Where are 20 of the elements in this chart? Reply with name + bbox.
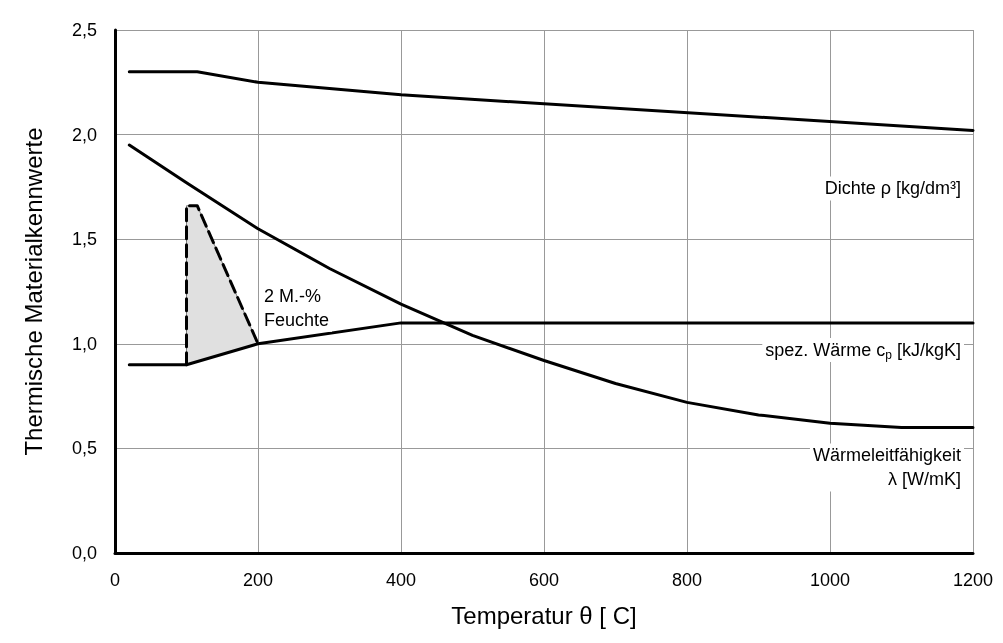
- series-label: Wärmeleitfähigkeit λ [W/mK]: [812, 445, 962, 490]
- y-tick-label: 1,0: [71, 333, 97, 354]
- line-series: [127, 143, 975, 429]
- x-axis-title: Temperatur θ [ C]: [451, 601, 637, 629]
- x-tick-label: 800: [671, 570, 703, 590]
- line-series: [127, 70, 975, 132]
- x-tick-label: 200: [242, 570, 274, 590]
- x-tick-label: 1200: [952, 570, 994, 590]
- text: Dichte ρ [kg/dm³]: [824, 178, 962, 199]
- x-tick-label: 0: [109, 570, 121, 590]
- y-tick-label: 2,5: [71, 20, 97, 40]
- x-tick-label: 600: [528, 570, 560, 590]
- y-tick-label: 0,5: [71, 438, 97, 459]
- y-tick-label: 2,0: [71, 124, 97, 145]
- y-axis-title: Thermische Materialkennwerte: [19, 127, 47, 456]
- y-tick-label: 1,5: [71, 229, 97, 250]
- x-tick-label: 1000: [809, 570, 851, 590]
- x-tick-label: 400: [385, 570, 417, 590]
- series-label: 2 M.-% Feuchte: [264, 285, 330, 330]
- y-tick-label: 0,0: [71, 543, 97, 563]
